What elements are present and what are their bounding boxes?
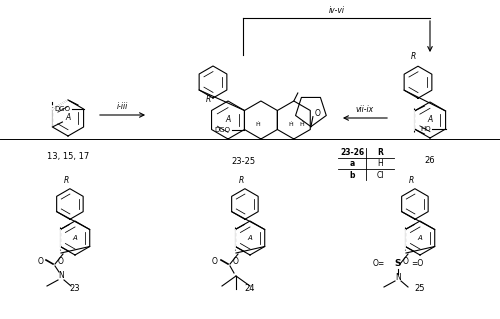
Text: A: A xyxy=(248,235,252,241)
Text: O: O xyxy=(315,109,321,118)
Text: R: R xyxy=(64,176,70,185)
Text: vii-ix: vii-ix xyxy=(356,105,374,114)
Text: A: A xyxy=(72,235,78,241)
Text: DGO: DGO xyxy=(54,106,70,112)
Text: 23-26: 23-26 xyxy=(340,148,364,157)
Text: N: N xyxy=(395,272,401,281)
Text: S: S xyxy=(395,259,401,269)
Text: O: O xyxy=(403,256,409,265)
Text: =O: =O xyxy=(411,259,423,269)
Text: DGO: DGO xyxy=(214,127,230,132)
Text: 24: 24 xyxy=(245,284,256,293)
Text: H: H xyxy=(377,160,383,168)
Text: A: A xyxy=(226,115,230,124)
Text: A: A xyxy=(428,115,432,124)
Text: 23: 23 xyxy=(70,284,80,293)
Text: O: O xyxy=(37,256,43,265)
Text: R: R xyxy=(377,148,383,157)
Text: 13, 15, 17: 13, 15, 17 xyxy=(47,152,89,161)
Text: A: A xyxy=(418,235,422,241)
Text: b: b xyxy=(349,170,355,180)
Text: Cl: Cl xyxy=(376,170,384,180)
Text: i-iii: i-iii xyxy=(117,102,128,111)
Text: R: R xyxy=(240,176,244,185)
Text: R: R xyxy=(410,52,416,61)
Text: Ḣ: Ḣ xyxy=(288,122,293,127)
Text: HO: HO xyxy=(420,126,430,132)
Text: iv-vi: iv-vi xyxy=(328,6,344,15)
Text: N: N xyxy=(58,271,64,280)
Text: Ḣ: Ḣ xyxy=(256,122,260,127)
Text: O: O xyxy=(233,256,239,265)
Text: Ḣ: Ḣ xyxy=(300,122,304,127)
Text: a: a xyxy=(350,160,354,168)
Text: O: O xyxy=(58,256,64,265)
Text: O=: O= xyxy=(373,259,385,269)
Text: 23-25: 23-25 xyxy=(231,157,255,166)
Text: O: O xyxy=(212,256,218,265)
Text: R: R xyxy=(206,95,210,104)
Text: A: A xyxy=(66,114,70,122)
Text: 25: 25 xyxy=(415,284,425,293)
Text: R: R xyxy=(410,176,414,185)
Text: 26: 26 xyxy=(424,156,436,165)
